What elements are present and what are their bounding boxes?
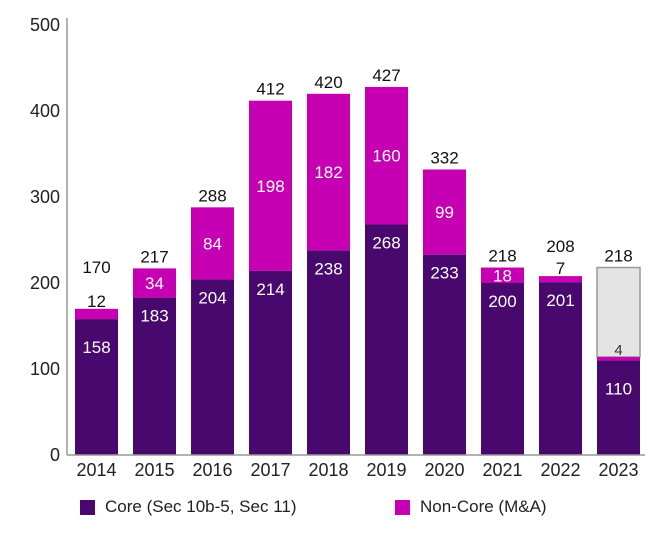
legend-item-core: Core (Sec 10b-5, Sec 11) — [80, 497, 297, 517]
labels-group: 158 12 170 183 34 217 204 84 288 214 198 412 238 182 4… — [82, 66, 632, 398]
data-label-noncore: 99 — [435, 203, 454, 222]
bar-noncore — [365, 86, 408, 225]
data-label-total: 218 — [604, 247, 632, 266]
bar-core — [133, 297, 176, 455]
x-tick-label: 2019 — [366, 460, 406, 480]
bar-noncore — [249, 100, 292, 271]
x-tick-label: 2016 — [192, 460, 232, 480]
stacked-bar-chart: 158 12 170 183 34 217 204 84 288 214 198 412 238 182 4… — [30, 15, 645, 480]
y-tick-label: 300 — [30, 187, 60, 207]
data-label-core: 200 — [488, 292, 516, 311]
data-label-total: 420 — [314, 73, 342, 92]
data-label-core: 183 — [140, 307, 168, 326]
x-tick-label: 2020 — [424, 460, 464, 480]
data-label-total: 218 — [488, 247, 516, 266]
data-label-total: 412 — [256, 80, 284, 99]
y-tick-labels: 0 100 200 300 400 500 — [30, 15, 60, 465]
data-label-total: 332 — [430, 148, 458, 167]
data-label-core: 158 — [82, 338, 110, 357]
data-label-core: 204 — [198, 289, 226, 308]
data-label-core: 268 — [372, 234, 400, 253]
data-label-total: 170 — [82, 258, 110, 277]
legend-item-noncore: Non-Core (M&A) — [395, 497, 547, 517]
bar-core — [249, 270, 292, 455]
y-tick-label: 200 — [30, 273, 60, 293]
data-label-noncore: 12 — [87, 292, 106, 311]
data-label-noncore: 182 — [314, 163, 342, 182]
bar-noncore — [75, 308, 118, 320]
data-label-noncore: 34 — [145, 274, 164, 293]
bar-noncore — [191, 207, 234, 280]
bar-core — [481, 283, 524, 455]
data-label-core: 238 — [314, 259, 342, 278]
bar-noncore — [597, 356, 640, 361]
y-tick-label: 500 — [30, 15, 60, 35]
bar-core — [191, 279, 234, 455]
x-tick-labels: 2014 2015 2016 2017 2018 2019 2020 2021 2022 2023 — [76, 460, 638, 480]
bar-noncore — [307, 93, 350, 251]
data-label-core: 214 — [256, 280, 284, 299]
data-label-noncore: 160 — [372, 147, 400, 166]
x-tick-label: 2017 — [250, 460, 290, 480]
data-label-total: 208 — [546, 237, 574, 256]
y-tick-label: 400 — [30, 101, 60, 121]
legend-label-noncore: Non-Core (M&A) — [420, 497, 547, 516]
data-label-total: 288 — [198, 186, 226, 205]
bar-core — [597, 360, 640, 455]
legend-label-core: Core (Sec 10b-5, Sec 11) — [105, 497, 297, 516]
data-label-noncore: 7 — [556, 259, 565, 278]
bar-core — [423, 254, 466, 455]
bar-core — [75, 319, 118, 455]
x-tick-label: 2015 — [134, 460, 174, 480]
x-tick-label: 2023 — [598, 460, 638, 480]
bar-noncore — [133, 268, 176, 298]
data-label-noncore: 84 — [203, 234, 222, 253]
data-label-core: 201 — [546, 291, 574, 310]
bars-group — [75, 86, 641, 455]
bar-projection — [596, 266, 641, 358]
data-label-total: 427 — [372, 66, 400, 85]
x-tick-label: 2021 — [482, 460, 522, 480]
bar-noncore — [539, 276, 582, 283]
x-tick-label: 2014 — [76, 460, 116, 480]
bar-core — [365, 224, 408, 455]
legend-swatch-core — [80, 499, 95, 515]
data-label-noncore: 18 — [493, 266, 512, 285]
y-tick-label: 0 — [50, 445, 60, 465]
bar-core — [307, 250, 350, 455]
data-label-core: 233 — [430, 264, 458, 283]
bar-core — [539, 282, 582, 455]
legend-swatch-noncore — [395, 499, 410, 515]
data-label-noncore: 198 — [256, 177, 284, 196]
data-label-core: 110 — [605, 379, 632, 398]
data-label-total: 217 — [140, 247, 168, 266]
bar-noncore — [423, 169, 466, 255]
x-tick-label: 2022 — [540, 460, 580, 480]
y-tick-label: 100 — [30, 359, 60, 379]
bar-noncore — [481, 267, 524, 283]
x-tick-label: 2018 — [308, 460, 348, 480]
data-label-noncore: 4 — [614, 342, 622, 359]
